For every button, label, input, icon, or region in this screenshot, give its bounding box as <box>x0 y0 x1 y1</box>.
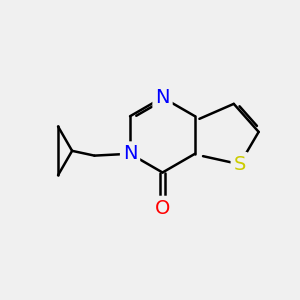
Text: O: O <box>155 199 170 218</box>
Text: N: N <box>123 144 137 163</box>
Text: N: N <box>155 88 170 107</box>
Text: S: S <box>233 155 246 174</box>
